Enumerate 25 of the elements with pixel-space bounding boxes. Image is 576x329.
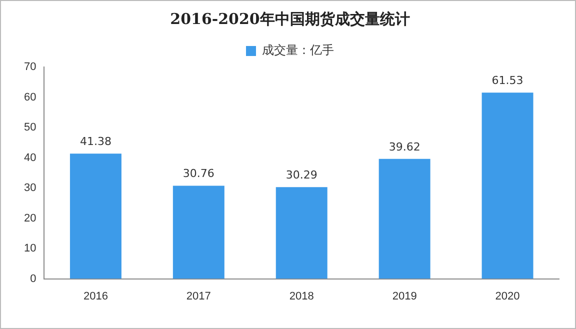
y-tick-label: 50 <box>24 122 36 134</box>
y-tick-label: 60 <box>24 91 36 104</box>
x-tick-label: 2020 <box>495 290 520 302</box>
data-label: 30.29 <box>286 168 318 182</box>
y-tick-label: 40 <box>24 152 36 164</box>
bar <box>276 187 328 279</box>
data-label: 61.53 <box>492 74 524 87</box>
y-tick-label: 30 <box>24 182 36 194</box>
bar <box>70 154 122 279</box>
y-tick-label: 20 <box>24 212 36 224</box>
y-tick-label: 10 <box>24 242 36 255</box>
bar <box>482 92 534 279</box>
legend-label: 成交量：亿手 <box>262 43 334 58</box>
bar <box>378 158 430 279</box>
chart-title: 2016-2020年中国期货成交量统计 <box>170 10 410 28</box>
data-label: 41.38 <box>80 134 112 148</box>
bar <box>172 186 224 279</box>
x-tick-label: 2016 <box>83 290 108 302</box>
data-label: 39.62 <box>388 140 420 154</box>
y-tick-label: 70 <box>24 61 36 74</box>
x-tick-label: 2019 <box>392 290 417 302</box>
y-tick-label: 0 <box>30 272 36 285</box>
x-tick-label: 2018 <box>289 290 314 302</box>
x-tick-label: 2017 <box>186 290 211 302</box>
data-label: 30.76 <box>182 167 214 180</box>
